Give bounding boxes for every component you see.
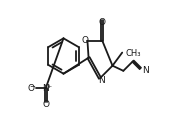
Text: N: N (98, 75, 105, 84)
Text: N: N (42, 84, 49, 93)
Text: O: O (42, 99, 49, 108)
Text: N: N (143, 65, 149, 74)
Text: O: O (82, 36, 89, 45)
Text: −: − (29, 83, 35, 89)
Text: CH₃: CH₃ (126, 48, 141, 57)
Text: O: O (99, 18, 106, 27)
Text: O: O (27, 84, 34, 93)
Text: +: + (46, 83, 51, 88)
